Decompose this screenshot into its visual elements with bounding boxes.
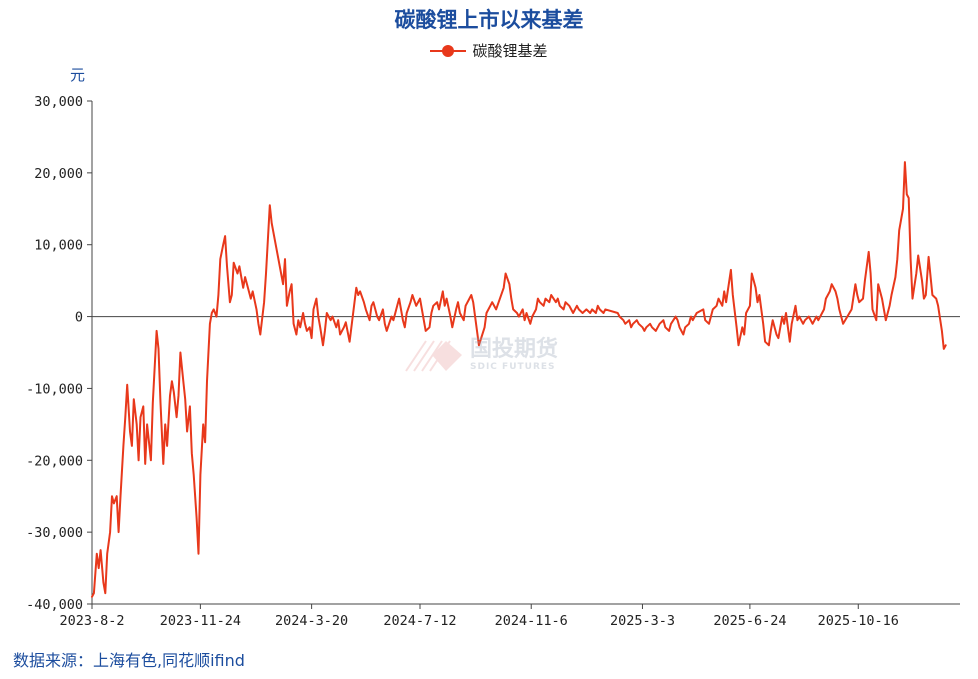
watermark-text-cn: 国投期货 — [470, 337, 559, 362]
x-tick-label: 2024-3-20 — [275, 613, 348, 629]
y-tick-label: -10,000 — [26, 381, 83, 397]
x-tick-label: 2024-7-12 — [383, 613, 456, 629]
y-tick-label: 30,000 — [34, 94, 83, 110]
y-tick-label: -30,000 — [26, 525, 83, 541]
x-tick-label: 2025-6-24 — [713, 613, 786, 629]
legend: 碳酸锂基差 — [0, 40, 978, 61]
legend-swatch-icon — [430, 44, 467, 57]
x-tick-label: 2025-10-16 — [818, 613, 899, 629]
watermark: 国投期货 SDIC FUTURES — [402, 337, 558, 373]
chart-title: 碳酸锂上市以来基差 — [394, 8, 584, 32]
x-tick-label: 2023-8-2 — [59, 613, 124, 629]
y-tick-label: -20,000 — [26, 453, 83, 469]
axes: 30,000 20,000 10,000 0 -10,000 -20,000 -30,000… — [26, 94, 960, 629]
y-tick-label: 20,000 — [34, 166, 83, 182]
series-layer — [91, 161, 947, 598]
x-tick-label: 2025-3-3 — [610, 613, 675, 629]
series-line — [91, 161, 947, 598]
y-tick-label: -40,000 — [26, 597, 83, 613]
y-tick-label: 10,000 — [34, 238, 83, 254]
watermark-text-en: SDIC FUTURES — [470, 362, 556, 372]
x-tick-label: 2023-11-24 — [160, 613, 241, 629]
x-tick-label: 2024-11-6 — [495, 613, 568, 629]
y-tick-label: 0 — [75, 310, 83, 326]
legend-label: 碳酸锂基差 — [472, 42, 548, 60]
watermark-logo-icon — [405, 340, 462, 372]
source-note: 数据来源：上海有色,同花顺ifind — [13, 651, 245, 670]
y-axis-unit: 元 — [70, 66, 86, 84]
